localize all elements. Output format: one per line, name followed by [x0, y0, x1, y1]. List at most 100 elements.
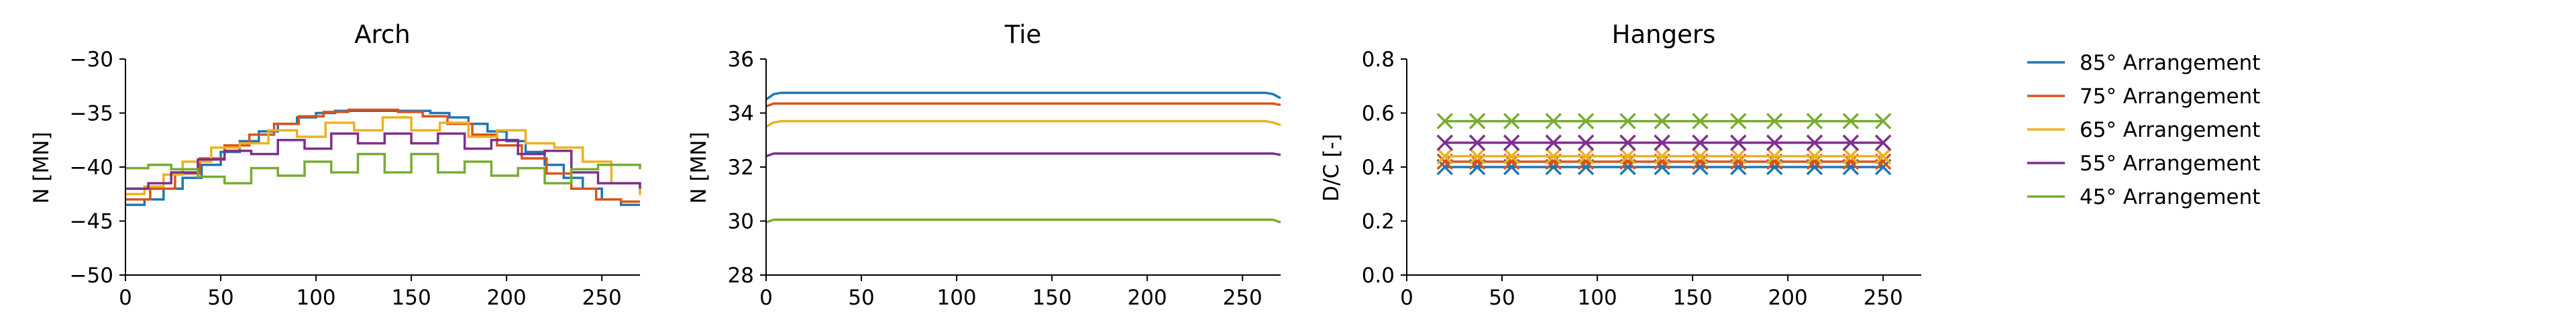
legend-label: 75° Arrangement [2080, 85, 2260, 109]
arch-x-tick-label: 50 [207, 286, 233, 310]
tie-y-tick-label: 32 [728, 156, 754, 180]
hangers-series-45-arrangement [1436, 113, 1892, 129]
legend-item-75-arrangement: 75° Arrangement [2027, 85, 2260, 109]
hangers-series-55-arrangement-marker [1619, 134, 1636, 152]
tie-y-tick-label: 34 [728, 102, 754, 126]
hangers-title: Hangers [1612, 20, 1716, 49]
hangers-series-55-arrangement-marker [1806, 134, 1823, 152]
legend-item-45-arrangement: 45° Arrangement [2027, 185, 2260, 209]
hangers-series-45-arrangement-marker [1436, 113, 1454, 129]
legend-label: 85° Arrangement [2080, 51, 2260, 75]
legend-label: 55° Arrangement [2080, 152, 2260, 176]
hangers-series-65-arrangement-marker [1503, 148, 1520, 165]
arch-x-tick-label: 200 [487, 286, 527, 310]
arch-x-tick-label: 100 [296, 286, 335, 310]
arch-y-tick-label: −40 [70, 156, 113, 180]
hangers-series-55-arrangement-marker [1692, 134, 1709, 152]
tie-x-tick-label: 50 [848, 286, 874, 310]
hangers-series-65-arrangement-marker [1468, 148, 1486, 165]
legend-item-85-arrangement: 85° Arrangement [2027, 51, 2260, 75]
hangers-series-55-arrangement-marker [1577, 134, 1595, 152]
hangers-x-tick-label: 0 [1400, 286, 1413, 310]
hangers-y-tick-label: 0.4 [1362, 156, 1395, 180]
arch-series-65-arrangement [125, 116, 641, 195]
hangers-series-55-arrangement-marker [1545, 134, 1562, 152]
hangers-series-65-arrangement-marker [1692, 148, 1709, 165]
hangers-x-tick-label: 100 [1577, 286, 1617, 310]
arch-series-55-arrangement [125, 132, 641, 190]
hangers-series-65-arrangement-marker [1577, 148, 1595, 165]
tie-x-tick-label: 0 [759, 286, 773, 310]
hangers-series-65-arrangement [1436, 148, 1892, 165]
hangers-x-tick-label: 150 [1673, 286, 1713, 310]
hangers-series-55-arrangement [1436, 134, 1892, 152]
hangers-y-tick-label: 0.8 [1362, 48, 1395, 72]
legend: 85° Arrangement 75° Arrangement 65° Arrang… [2027, 51, 2260, 209]
arch-x-tick-label: 250 [582, 286, 622, 310]
hangers-series-45-arrangement-marker [1468, 113, 1486, 129]
arch-x-tick-label: 0 [119, 286, 132, 310]
hangers-series-65-arrangement-marker [1436, 148, 1454, 165]
hangers-series-65-arrangement-marker [1766, 148, 1783, 165]
hangers-series-45-arrangement-marker [1766, 113, 1783, 129]
tie-x-tick-label: 150 [1032, 286, 1072, 310]
legend-label: 65° Arrangement [2080, 118, 2260, 142]
arch-y-tick-label: −30 [70, 48, 113, 72]
tie-panel: Tie N [MN] 0 50 100 150 200 250 28 30 32 34 36 [687, 20, 1281, 310]
hangers-series-65-arrangement-marker [1806, 148, 1823, 165]
hangers-y-tick-label: 0.6 [1362, 102, 1395, 126]
hangers-series-45-arrangement-marker [1654, 113, 1670, 129]
tie-series-85-arrangement [765, 91, 1281, 101]
hangers-series-45-arrangement-marker [1806, 113, 1823, 129]
hangers-series-55-arrangement-marker [1436, 134, 1454, 152]
legend-item-65-arrangement: 65° Arrangement [2027, 118, 2260, 142]
hangers-series-55-arrangement-marker [1503, 134, 1520, 152]
legend-label: 45° Arrangement [2080, 185, 2260, 209]
hangers-series-45-arrangement-marker [1730, 113, 1747, 129]
hangers-series-65-arrangement-marker [1842, 148, 1860, 165]
hangers-series-45-arrangement-marker [1577, 113, 1595, 129]
hangers-series-55-arrangement-marker [1654, 134, 1670, 152]
hangers-y-axis-label: D/C [-] [1320, 133, 1344, 201]
tie-y-tick-label: 30 [728, 210, 754, 234]
hangers-series-55-arrangement-marker [1874, 134, 1892, 152]
hangers-series-55-arrangement-marker [1766, 134, 1783, 152]
tie-y-tick-label: 36 [728, 48, 754, 72]
tie-x-tick-label: 250 [1223, 286, 1263, 310]
hangers-y-tick-label: 0.2 [1362, 210, 1395, 234]
hangers-series-45-arrangement-marker [1842, 113, 1860, 129]
hangers-x-tick-label: 250 [1864, 286, 1903, 310]
hangers-series-55-arrangement-marker [1842, 134, 1860, 152]
hangers-series-65-arrangement-marker [1874, 148, 1892, 165]
arch-title: Arch [354, 20, 411, 49]
hangers-y-tick-label: 0.0 [1362, 264, 1395, 288]
arch-panel: Arch N [MN] 0 50 100 150 200 250 −30 −35 −40 −45 −… [30, 20, 641, 310]
tie-x-tick-label: 100 [936, 286, 976, 310]
arch-y-tick-label: −45 [70, 210, 113, 234]
hangers-series-65-arrangement-marker [1545, 148, 1562, 165]
hangers-series-65-arrangement-marker [1730, 148, 1747, 165]
hangers-series-55-arrangement-marker [1468, 134, 1486, 152]
arch-series-45-arrangement [125, 152, 641, 184]
hangers-panel: Hangers D/C [-] 0 50 100 150 200 250 0.0 0.2 0.4… [1320, 20, 1921, 310]
hangers-x-tick-label: 200 [1768, 286, 1808, 310]
hangers-series-45-arrangement-marker [1545, 113, 1562, 129]
tie-y-axis-label: N [MN] [687, 131, 711, 203]
tie-series-55-arrangement [765, 152, 1281, 158]
tie-x-tick-label: 200 [1128, 286, 1167, 310]
arch-x-tick-label: 150 [392, 286, 431, 310]
hangers-series-55-arrangement-marker [1730, 134, 1747, 152]
tie-y-tick-label: 28 [728, 264, 754, 288]
tie-title: Tie [1004, 20, 1042, 49]
hangers-series-45-arrangement-marker [1503, 113, 1520, 129]
hangers-series-45-arrangement-marker [1874, 113, 1892, 129]
arch-y-tick-label: −50 [70, 264, 113, 288]
hangers-series-45-arrangement-marker [1692, 113, 1709, 129]
hangers-series-65-arrangement-marker [1654, 148, 1670, 165]
tie-series-45-arrangement [765, 218, 1281, 224]
hangers-series-65-arrangement-marker [1619, 148, 1636, 165]
tie-series-75-arrangement [765, 102, 1281, 108]
tie-series-65-arrangement [765, 119, 1281, 128]
legend-item-55-arrangement: 55° Arrangement [2027, 152, 2260, 176]
